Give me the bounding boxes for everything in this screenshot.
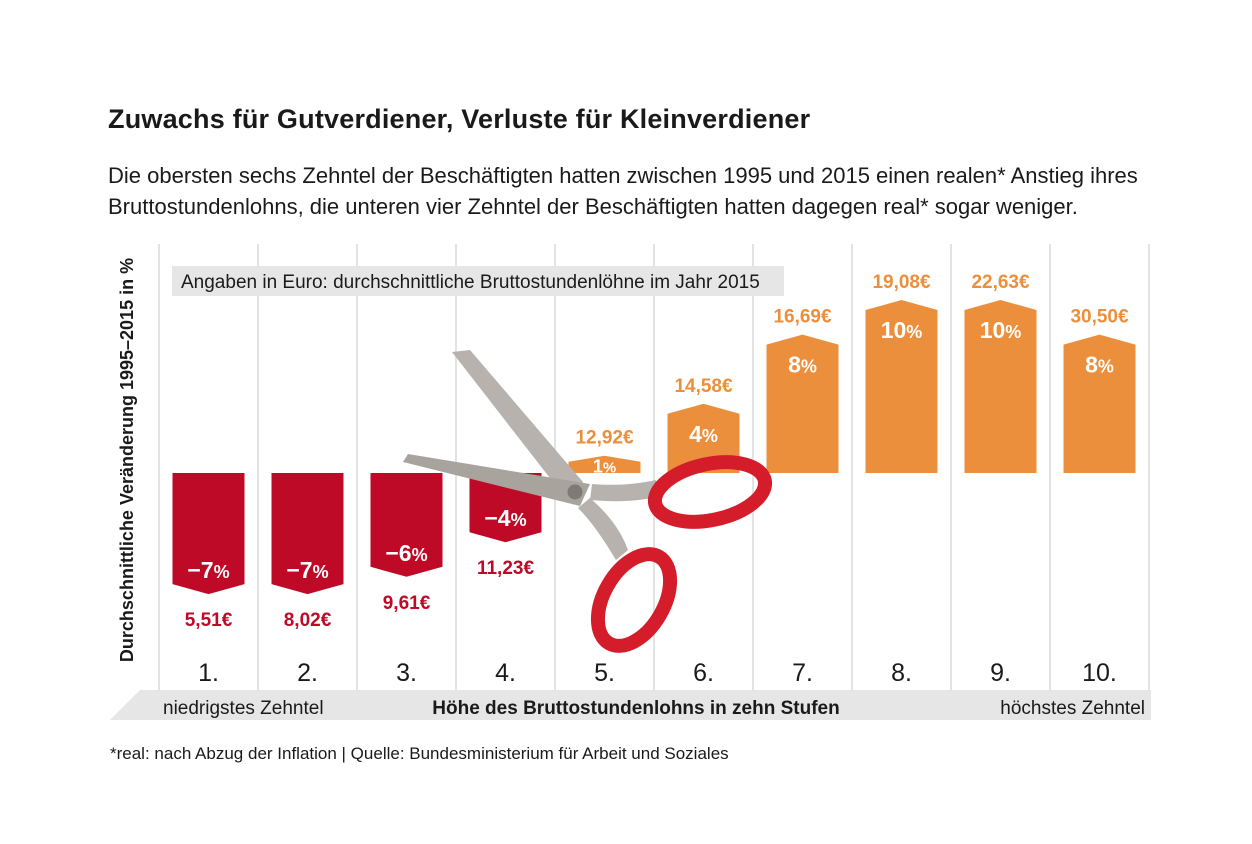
bar [865, 300, 938, 473]
bar-value-number: 8 [1085, 352, 1098, 378]
bar-value-number: −7 [187, 557, 213, 583]
bar-value-unit: % [313, 562, 329, 582]
wage-label: 14,58€ [674, 376, 733, 397]
bar-value-label: −7% [286, 557, 328, 583]
chart-subtitle: Die obersten sechs Zehntel der Beschäfti… [108, 163, 1138, 219]
y-axis-label: Durchschnittliche Veränderung 1995–2015 … [117, 258, 137, 662]
chart-note: Angaben in Euro: durchschnittliche Brutt… [181, 272, 760, 293]
x-tick-label: 3. [396, 659, 417, 687]
x-tick-label: 6. [693, 659, 714, 687]
bar-value-label: 1% [593, 456, 616, 476]
note-background [172, 266, 784, 296]
bar [964, 300, 1037, 473]
bar [766, 334, 839, 473]
bar [271, 473, 344, 595]
bar-value-unit: % [412, 545, 428, 565]
bar-value-label: 4% [689, 421, 718, 447]
wage-label: 22,63€ [971, 272, 1030, 293]
wage-label: 16,69€ [773, 307, 832, 328]
bar-value-number: 10 [980, 317, 1006, 343]
wage-label: 30,50€ [1070, 307, 1129, 328]
bar-value-unit: % [511, 510, 527, 530]
bar [1063, 334, 1136, 473]
bar-value-label: 10% [881, 317, 923, 343]
bar-value-number: −4 [484, 505, 510, 531]
wage-label: 9,61€ [383, 593, 431, 614]
bar-value-unit: % [603, 459, 616, 476]
bar-value-unit: % [214, 562, 230, 582]
bar-value-number: 1 [593, 456, 603, 476]
footnote: *real: nach Abzug der Inflation | Quelle… [110, 744, 729, 763]
bar-value-label: 8% [1085, 352, 1114, 378]
x-right-label: höchstes Zehntel [1000, 698, 1145, 719]
x-tick-label: 7. [792, 659, 813, 687]
bar-value-label: −7% [187, 557, 229, 583]
scissors-icon [403, 350, 773, 653]
x-tick-label: 1. [198, 659, 219, 687]
bar-value-unit: % [702, 426, 718, 446]
bar-value-number: 8 [788, 352, 801, 378]
bar-value-number: 4 [689, 421, 702, 447]
chart-title: Zuwachs für Gutverdiener, Verluste für K… [108, 104, 811, 134]
bar-value-label: 8% [788, 352, 817, 378]
bar-value-label: −6% [385, 540, 427, 566]
bar-value-label: 10% [980, 317, 1022, 343]
bar-value-number: −7 [286, 557, 312, 583]
wage-label: 5,51€ [185, 610, 233, 631]
bar [568, 455, 641, 473]
bar-value-unit: % [1005, 322, 1021, 342]
x-axis-band [110, 690, 1151, 720]
x-tick-label: 10. [1082, 659, 1117, 687]
bars: −7% 5,51€ −7% 8,02€ −6% 9,61€ −4% 11,23€ 1% 12,92… [172, 272, 1136, 631]
bar-value-unit: % [906, 322, 922, 342]
bar-value-number: −6 [385, 540, 411, 566]
wage-label: 12,92€ [575, 428, 634, 449]
x-tick-label: 5. [594, 659, 615, 687]
wage-label: 11,23€ [477, 558, 534, 579]
bar-value-label: −4% [484, 505, 526, 531]
bar-value-unit: % [801, 357, 817, 377]
x-tick-labels: 1. 2. 3. 4. 5. 6. 7. 8. 9. 10. [198, 659, 1117, 687]
x-tick-label: 4. [495, 659, 516, 687]
bar [370, 473, 443, 577]
bar-value-number: 10 [881, 317, 907, 343]
x-tick-label: 8. [891, 659, 912, 687]
bar-value-unit: % [1098, 357, 1114, 377]
x-tick-label: 9. [990, 659, 1011, 687]
x-left-label: niedrigstes Zehntel [163, 698, 324, 719]
wage-label: 8,02€ [284, 610, 332, 631]
x-axis-label: Höhe des Bruttostundenlohns in zehn Stuf… [432, 698, 839, 719]
wage-label: 19,08€ [872, 272, 931, 293]
x-tick-label: 2. [297, 659, 318, 687]
bar [172, 473, 245, 595]
